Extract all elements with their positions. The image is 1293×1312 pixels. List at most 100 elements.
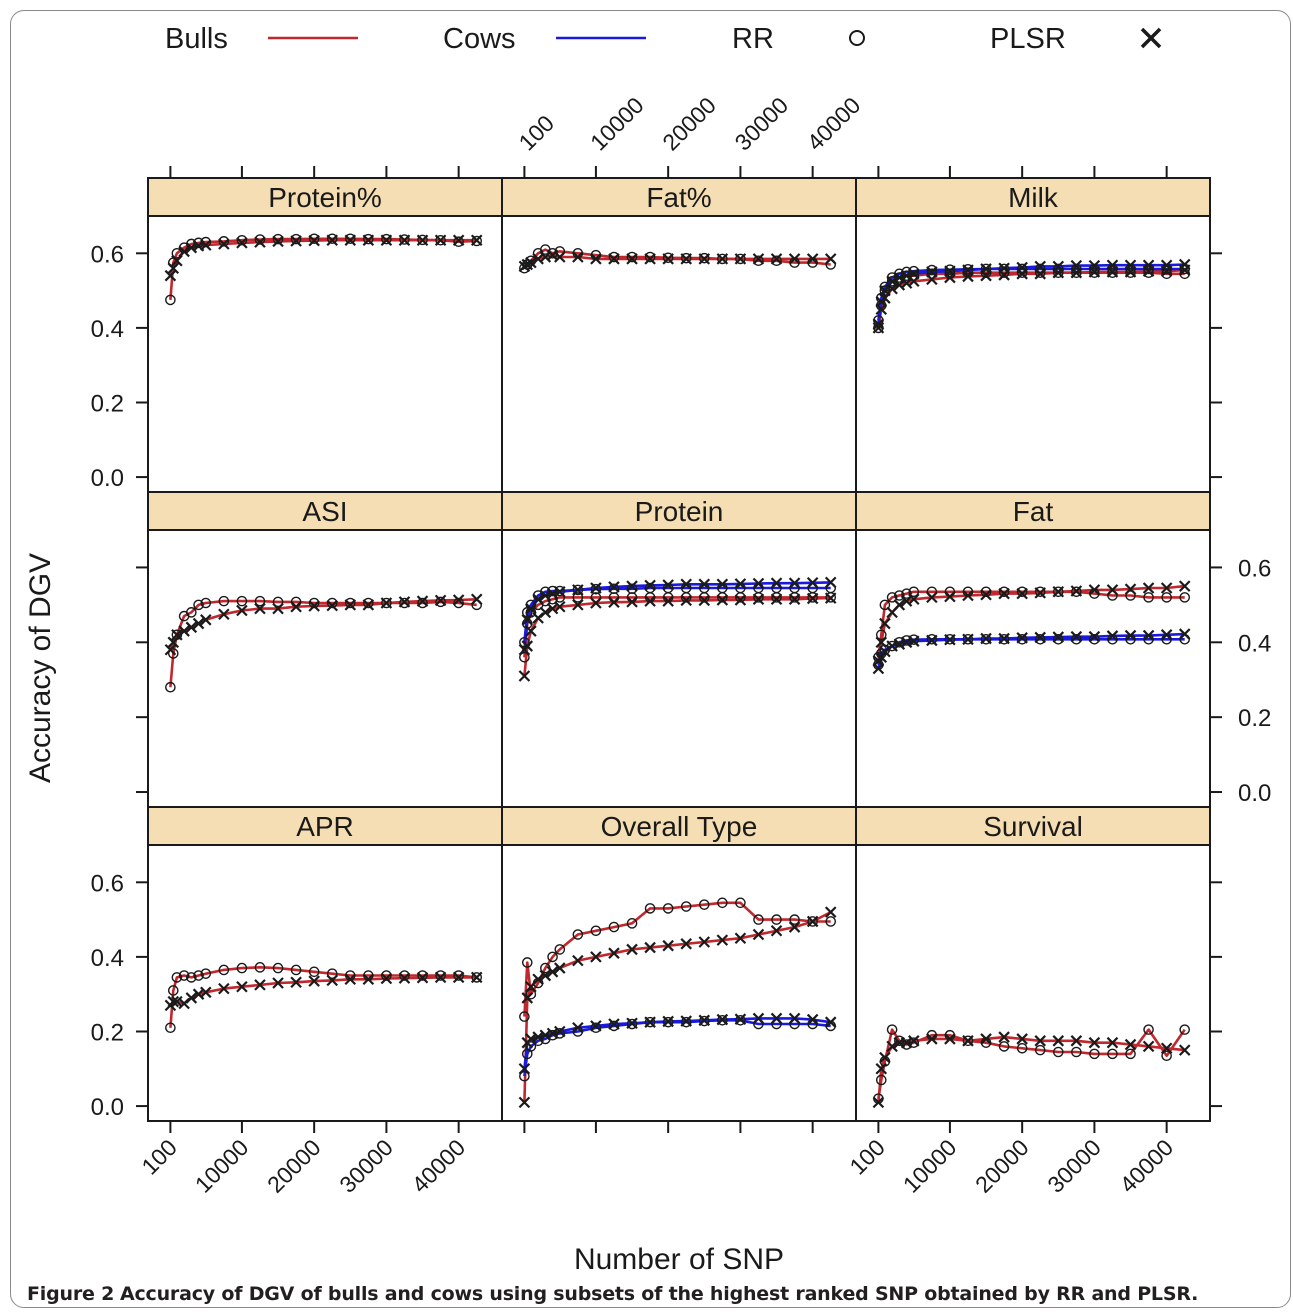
point-plsr-apr-bulls-plsr-12 — [308, 975, 320, 987]
point-plsr-protein-bulls-plsr-8 — [590, 597, 602, 609]
legend-circle-marker — [849, 30, 865, 46]
point-plsr-protein-pct-bulls-plsr-20 — [452, 234, 465, 247]
point-rr-protein-pct-bulls-rr-8 — [236, 234, 248, 246]
point-rr-overall-type-cows-rr-16 — [735, 1014, 746, 1026]
point-plsr-overall-type-cows-plsr-11 — [644, 1016, 656, 1028]
point-plsr-survival-bulls-plsr-13 — [1034, 1035, 1047, 1047]
point-plsr-fat-pct-bulls-plsr-13 — [680, 253, 693, 265]
point-rr-survival-bulls-rr-9 — [962, 1035, 974, 1047]
point-rr-overall-type-bulls-rr-17 — [753, 914, 764, 925]
point-rr-fat-bulls-rr-3 — [886, 592, 898, 603]
point-plsr-survival-bulls-plsr-17 — [1106, 1036, 1119, 1049]
point-rr-fat-bulls-rr-12 — [1016, 586, 1028, 598]
point-plsr-overall-type-cows-plsr-18 — [770, 1012, 783, 1025]
point-rr-asi-bulls-rr-8 — [236, 595, 248, 607]
xtick-label-top-fat-pct-3: 30000 — [730, 92, 794, 156]
point-rr-protein-pct-bulls-rr-19 — [435, 234, 446, 246]
panel-strip-overall-type — [501, 806, 857, 846]
ytick-label-protein-pct-0: 0.0 — [91, 465, 124, 492]
figure-frame — [10, 10, 1291, 1308]
point-plsr-protein-bulls-plsr-20 — [806, 592, 819, 605]
panel-border-apr — [147, 844, 503, 1122]
legend-label-rr: RR — [732, 23, 774, 55]
point-rr-fat-pct-bulls-rr-13 — [680, 252, 692, 264]
point-plsr-protein-pct-bulls-plsr-15 — [362, 234, 375, 247]
point-plsr-protein-pct-bulls-plsr-8 — [236, 237, 248, 249]
point-rr-overall-type-bulls-rr-19 — [789, 914, 800, 925]
point-plsr-fat-pct-bulls-plsr-17 — [752, 253, 765, 265]
point-plsr-overall-type-bulls-plsr-15 — [716, 934, 729, 946]
point-rr-apr-bulls-rr-9 — [254, 962, 266, 973]
xtick-label-bottom-survival-3: 30000 — [1042, 1134, 1106, 1198]
point-rr-asi-bulls-rr-13 — [326, 597, 338, 609]
point-plsr-overall-type-cows-plsr-20 — [806, 1013, 819, 1026]
xtick-label-bottom-apr-2: 20000 — [262, 1134, 326, 1198]
ytick-label-right-fat-2: 0.4 — [1238, 630, 1271, 657]
point-plsr-protein-bulls-plsr-13 — [680, 594, 693, 607]
point-rr-apr-bulls-rr-13 — [326, 968, 338, 979]
point-rr-fat-bulls-rr-11 — [998, 586, 1010, 598]
point-rr-overall-type-bulls-rr-9 — [608, 921, 620, 933]
point-plsr-protein-bulls-plsr-0 — [518, 670, 531, 682]
point-plsr-overall-type-bulls-plsr-1 — [521, 992, 534, 1004]
point-plsr-protein-cows-plsr-20 — [806, 577, 819, 589]
point-rr-fat-bulls-rr-10 — [980, 586, 992, 598]
caption-text: Accuracy of DGV of bulls and cows using … — [119, 1283, 1199, 1305]
series-line-fat-pct-bulls-plsr — [523, 253, 831, 268]
point-rr-overall-type-bulls-rr-14 — [698, 899, 710, 910]
point-rr-overall-type-cows-rr-2 — [525, 1041, 537, 1052]
point-plsr-protein-bulls-plsr-14 — [698, 594, 711, 607]
panel-border-overall-type — [501, 844, 857, 1122]
point-rr-apr-bulls-rr-20 — [453, 970, 464, 981]
series-line-apr-bulls-rr — [169, 965, 477, 1028]
point-plsr-fat-bulls-plsr-11 — [998, 587, 1010, 600]
point-rr-fat-pct-bulls-rr-10 — [626, 251, 638, 263]
ytick-label-apr-0: 0.0 — [91, 1094, 124, 1121]
point-rr-asi-bulls-rr-6 — [200, 597, 212, 609]
point-plsr-fat-cows-plsr-15 — [1070, 630, 1083, 643]
point-plsr-overall-type-cows-plsr-12 — [662, 1015, 674, 1028]
point-plsr-apr-bulls-plsr-3 — [178, 997, 190, 1010]
point-rr-survival-bulls-rr-21 — [1179, 1024, 1191, 1035]
point-rr-survival-bulls-rr-18 — [1125, 1048, 1136, 1060]
point-plsr-fat-cows-plsr-11 — [998, 632, 1010, 645]
panel-title-protein: Protein — [635, 496, 724, 527]
point-rr-overall-type-cows-rr-13 — [680, 1016, 692, 1028]
point-plsr-fat-pct-bulls-plsr-10 — [626, 253, 638, 265]
point-plsr-protein-pct-bulls-plsr-18 — [416, 234, 429, 247]
point-plsr-overall-type-cows-plsr-16 — [734, 1013, 747, 1025]
point-plsr-survival-bulls-plsr-8 — [944, 1033, 956, 1045]
point-plsr-asi-bulls-plsr-21 — [470, 593, 483, 606]
point-plsr-apr-bulls-plsr-15 — [362, 973, 375, 986]
point-rr-asi-bulls-rr-14 — [344, 597, 356, 609]
point-plsr-survival-bulls-plsr-15 — [1070, 1035, 1083, 1047]
point-plsr-fat-bulls-plsr-15 — [1070, 585, 1083, 597]
point-rr-fat-bulls-rr-20 — [1161, 592, 1172, 603]
point-plsr-fat-bulls-plsr-6 — [908, 593, 920, 606]
panel-asi: ASI — [136, 491, 503, 808]
point-rr-overall-type-bulls-rr-16 — [735, 897, 746, 909]
panel-title-fat-pct: Fat% — [646, 182, 711, 213]
point-plsr-fat-pct-bulls-plsr-12 — [662, 253, 674, 265]
point-plsr-protein-pct-bulls-plsr-3 — [178, 245, 190, 258]
xtick-label-top-fat-pct-0: 100 — [514, 110, 560, 156]
point-rr-fat-pct-bulls-rr-11 — [644, 251, 656, 263]
xtick-label-bottom-apr-3: 30000 — [334, 1134, 398, 1198]
point-rr-protein-cows-rr-11 — [644, 582, 656, 594]
point-plsr-fat-bulls-plsr-19 — [1142, 582, 1155, 594]
point-plsr-overall-type-cows-plsr-17 — [752, 1012, 765, 1025]
point-plsr-protein-bulls-plsr-11 — [644, 595, 656, 607]
point-plsr-protein-bulls-plsr-10 — [626, 596, 638, 608]
point-rr-apr-bulls-rr-3 — [178, 970, 190, 981]
point-rr-milk-cows-rr-6 — [908, 265, 920, 277]
point-rr-apr-bulls-rr-17 — [399, 970, 410, 981]
point-plsr-protein-cows-plsr-16 — [734, 578, 747, 590]
point-rr-protein-pct-bulls-rr-12 — [308, 233, 320, 245]
point-rr-protein-pct-bulls-rr-16 — [381, 233, 392, 245]
point-plsr-survival-bulls-plsr-7 — [926, 1033, 938, 1045]
point-plsr-protein-pct-bulls-plsr-17 — [398, 234, 411, 247]
point-rr-asi-bulls-rr-9 — [254, 595, 266, 607]
panel-strip-fat — [855, 491, 1211, 531]
point-plsr-asi-bulls-plsr-10 — [272, 602, 284, 615]
panel-border-survival — [855, 844, 1211, 1122]
